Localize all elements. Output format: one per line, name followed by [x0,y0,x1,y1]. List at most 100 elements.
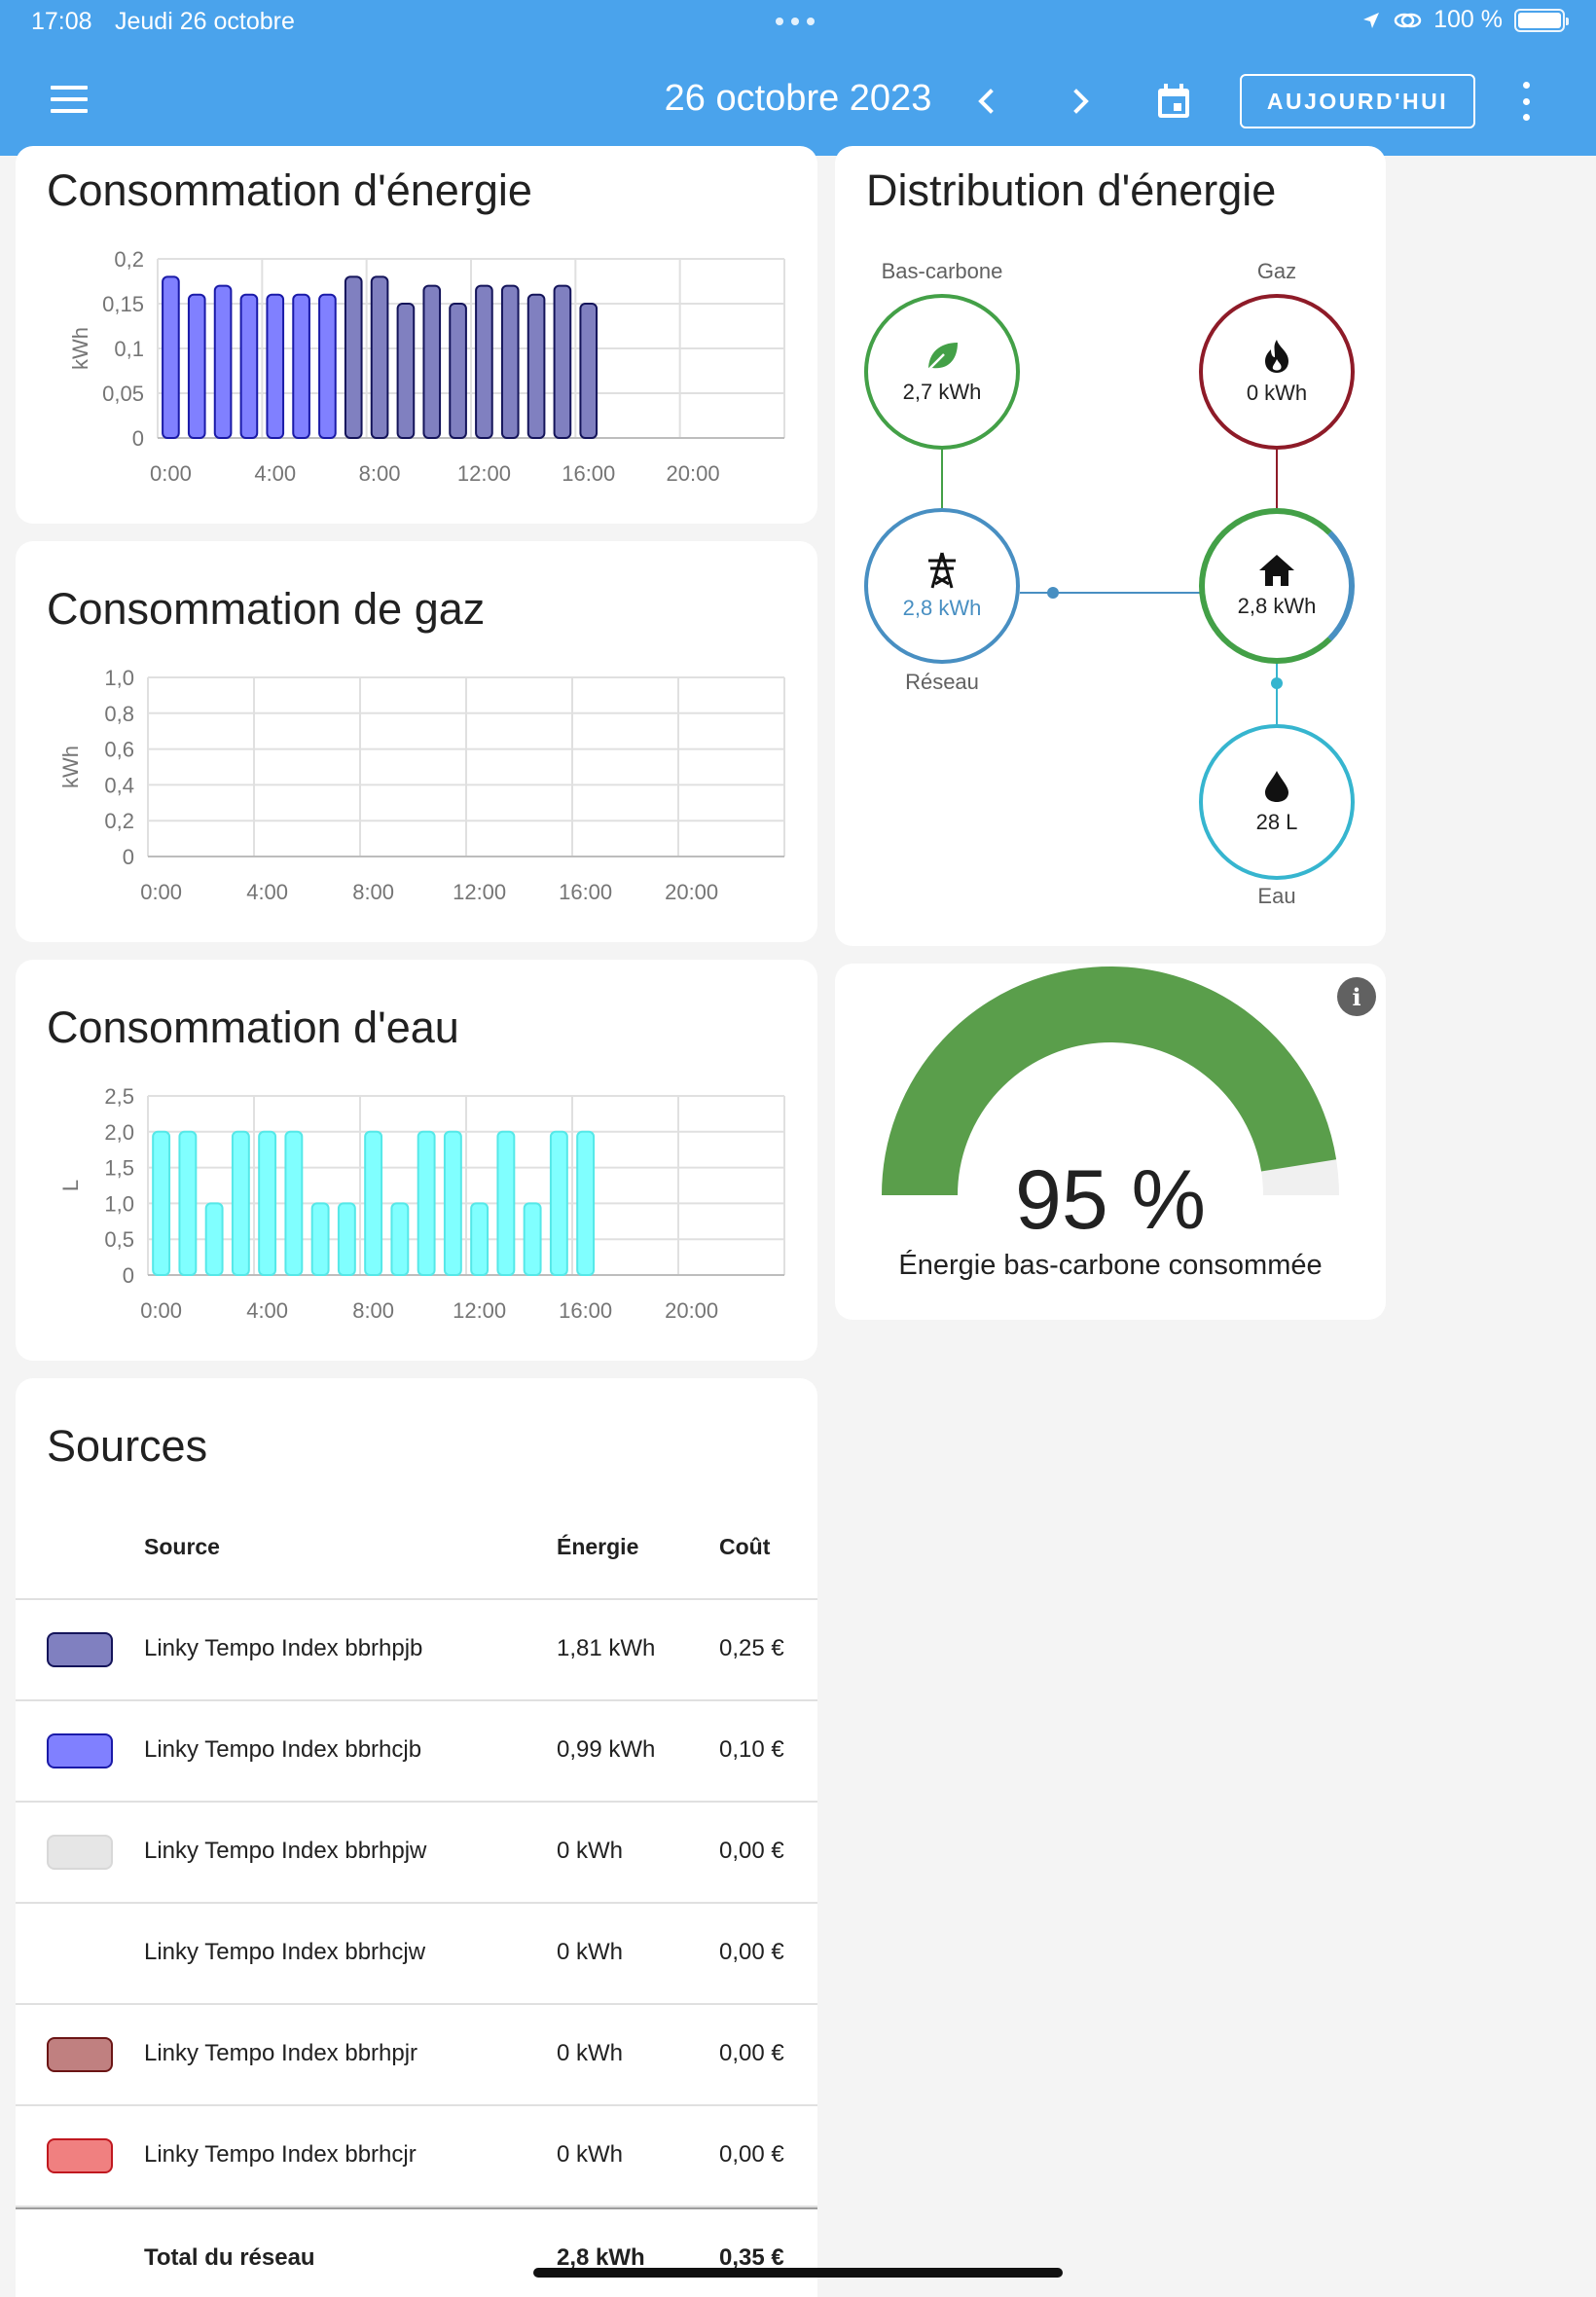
source-color-swatch [47,2138,113,2173]
distribution-lines [941,448,1283,724]
y-tick-label: 0,4 [104,773,134,797]
bar [370,275,389,439]
status-time: 17:08 [31,8,92,35]
more-options-icon[interactable] [1514,82,1538,121]
bar [523,1202,542,1276]
y-axis-label: L [58,1180,83,1191]
x-tick-label: 16:00 [559,880,612,904]
x-tick-label: 8:00 [352,880,394,904]
water-value: 28 L [1255,810,1298,834]
x-tick-label: 20:00 [665,880,718,904]
x-tick-label: 4:00 [246,1298,288,1323]
bar [553,284,572,439]
y-tick-label: 0,1 [114,337,144,361]
y-tick-label: 1,5 [104,1156,134,1181]
table-row[interactable]: Linky Tempo Index bbrhpjb 1,81 kWh 0,25 € [16,1600,817,1701]
app-header: 17:08 Jeudi 26 octobre 100 % 26 octobre … [0,0,1596,156]
source-energy: 0 kWh [557,1939,624,1965]
column-header-cost[interactable]: Coût [719,1534,771,1559]
table-row[interactable]: Linky Tempo Index bbrhcjw 0 kWh 0,00 € [16,1904,817,2005]
header-divider [16,1598,817,1600]
y-tick-label: 0,2 [104,809,134,833]
column-header-source[interactable]: Source [144,1534,220,1559]
y-axis-label: kWh [58,746,83,788]
bar [187,293,206,439]
water-consumption-chart: 0 0,5 1,0 1,5 2,0 2,5 0:00 4:00 8:00 12:00 16:00 20… [58,1084,785,1323]
y-tick-label: 0 [123,1263,134,1288]
x-tick-label: 16:00 [559,1298,612,1323]
home-icon [1259,555,1294,586]
total-cost: 0,35 € [719,2244,784,2271]
x-tick-label: 0:00 [140,1298,182,1323]
low-carbon-value: 2,7 kWh [902,380,982,404]
source-name: Linky Tempo Index bbrhpjb [144,1635,423,1661]
bar [496,1130,516,1276]
table-row[interactable]: Linky Tempo Index bbrhpjr 0 kWh 0,00 € [16,2005,817,2106]
bar [310,1202,330,1276]
total-energy: 2,8 kWh [557,2244,645,2271]
flame-icon [1265,340,1288,373]
gauge-svg [882,966,1339,1196]
bar [266,293,285,439]
source-cost: 0,00 € [719,1838,784,1864]
source-cost: 0,00 € [719,2040,784,2066]
bar [318,293,337,439]
previous-day-button[interactable] [965,80,1008,123]
gauge-fill [882,966,1337,1196]
source-color-swatch [47,1936,113,1971]
source-name: Linky Tempo Index bbrhcjr [144,2141,417,2168]
y-tick-label: 0 [132,426,144,451]
low-carbon-node[interactable]: 2,7 kWh [864,294,1020,450]
chevron-left-icon [978,89,994,114]
bar [475,284,493,439]
home-node[interactable]: 2,8 kWh [1199,508,1355,664]
y-tick-label: 2,5 [104,1084,134,1109]
bar [470,1202,490,1276]
bar [500,284,520,439]
calendar-icon [1158,84,1189,118]
energy-consumption-card: Consommation d'énergie 0 0,05 0,1 0,15 0,2 0:… [16,146,817,524]
water-flow-dot [1271,677,1283,689]
bar [284,1130,304,1276]
gas-consumption-chart: 0 0,2 0,4 0,6 0,8 1,0 0:00 4:00 8:00 12:00 16:00 20… [58,666,785,904]
x-tick-label: 12:00 [457,461,511,486]
battery-icon [1514,8,1569,32]
screen-mirroring-icon [1394,13,1422,27]
y-tick-label: 0,8 [104,702,134,726]
grid-node[interactable]: 2,8 kWh [864,508,1020,664]
bar [549,1130,568,1276]
column-header-energy[interactable]: Énergie [557,1534,639,1559]
x-tick-label: 0:00 [150,461,192,486]
gas-node[interactable]: 0 kWh [1199,294,1355,450]
x-tick-label: 12:00 [453,880,506,904]
bar [231,1130,250,1276]
today-button[interactable]: AUJOURD'HUI [1240,74,1475,128]
card-title: Consommation d'eau [47,1003,459,1052]
next-day-button[interactable] [1059,80,1102,123]
x-tick-label: 4:00 [246,880,288,904]
bar [213,284,233,439]
source-energy: 1,81 kWh [557,1635,656,1661]
multitasking-dots[interactable] [776,18,815,25]
source-color-swatch [47,1835,113,1870]
card-title: Consommation d'énergie [47,165,532,215]
sources-card: Sources Source Énergie Coût Linky Tempo … [16,1378,817,2297]
bar [152,1130,171,1276]
home-indicator[interactable] [533,2268,1063,2278]
table-row[interactable]: Linky Tempo Index bbrhcjr 0 kWh 0,00 € [16,2106,817,2207]
source-name: Linky Tempo Index bbrhcjb [144,1736,422,1763]
status-date: Jeudi 26 octobre [115,8,295,35]
table-row[interactable]: Linky Tempo Index bbrhpjw 0 kWh 0,00 € [16,1803,817,1904]
bar [526,293,546,439]
menu-icon[interactable] [51,86,88,113]
gas-label: Gaz [1256,259,1297,283]
gas-value: 0 kWh [1246,381,1308,405]
water-node[interactable]: 28 L [1199,724,1355,880]
info-icon[interactable]: i [1337,977,1376,1016]
bar [239,293,259,439]
table-row[interactable]: Linky Tempo Index bbrhcjb 0,99 kWh 0,10 € [16,1701,817,1803]
x-tick-label: 8:00 [352,1298,394,1323]
water-consumption-card: Consommation d'eau 0 0,5 1,0 1,5 2,0 2,5 0:00 4… [16,960,817,1361]
calendar-button[interactable] [1152,80,1195,123]
low-carbon-gauge-card: i 95 % Énergie bas-carbone consommée [835,964,1386,1320]
